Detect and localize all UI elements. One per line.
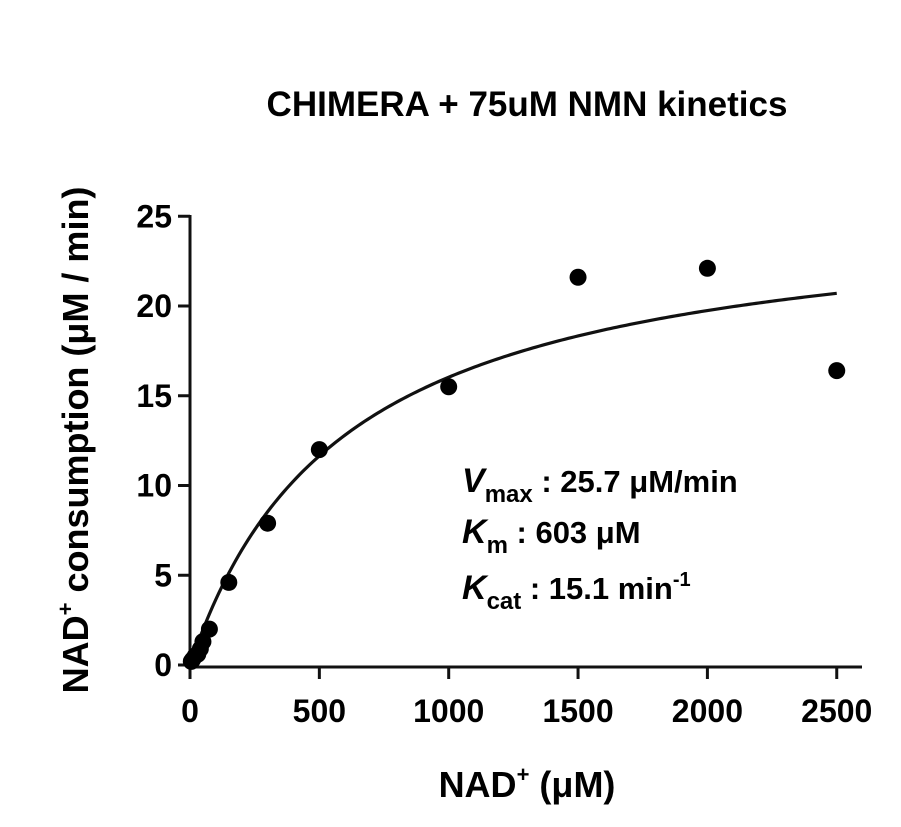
x-axis-label: NAD+ (μM) xyxy=(439,762,616,805)
x-tick-label: 2000 xyxy=(672,693,743,729)
y-axis-label-main: NAD xyxy=(55,615,96,693)
data-point xyxy=(440,378,458,396)
data-point xyxy=(698,259,716,277)
y-axis-label-rest: consumption (μM / min) xyxy=(55,187,96,603)
x-tick-label: 1500 xyxy=(542,693,613,729)
x-axis-label-main: NAD xyxy=(439,764,517,805)
y-tick-label: 5 xyxy=(154,557,172,593)
kcat-subscript: cat xyxy=(487,588,522,615)
km-subscript: m xyxy=(487,532,508,559)
vmax-symbol: V xyxy=(462,462,488,500)
data-point xyxy=(259,514,277,532)
data-point xyxy=(194,633,212,651)
data-points xyxy=(182,259,846,670)
y-tick-label: 20 xyxy=(136,288,172,324)
y-axis-label-sup: + xyxy=(53,603,78,616)
data-point xyxy=(220,573,238,591)
vmax-subscript: max xyxy=(485,481,534,508)
data-point xyxy=(200,620,218,638)
y-tick-label: 25 xyxy=(136,198,172,234)
kcat-annotation: Kcat : 15.1 min-1 xyxy=(462,569,691,615)
x-tick-label: 0 xyxy=(181,693,199,729)
x-axis-label-sup: + xyxy=(517,762,530,787)
axes xyxy=(188,215,862,669)
vmax-annotation: Vmax : 25.7 μM/min xyxy=(462,462,738,508)
kinetic-parameters: Vmax : 25.7 μM/min Km : 603 μM Kcat : 15… xyxy=(462,462,738,615)
x-tick-label: 500 xyxy=(293,693,346,729)
data-point xyxy=(828,362,846,380)
data-point xyxy=(310,441,328,459)
chart-title: CHIMERA + 75uM NMN kinetics xyxy=(267,85,788,124)
kcat-exponent: -1 xyxy=(673,569,691,591)
x-tick-label: 1000 xyxy=(413,693,484,729)
x-axis-label-unit: (μM) xyxy=(529,764,615,805)
data-point xyxy=(569,268,587,286)
kcat-symbol: K xyxy=(462,569,489,607)
y-ticks: 0 5 10 15 20 25 xyxy=(136,198,190,683)
vmax-value: : 25.7 μM/min xyxy=(533,464,738,499)
km-annotation: Km : 603 μM xyxy=(462,513,641,559)
x-tick-label: 2500 xyxy=(801,693,872,729)
km-symbol: K xyxy=(462,513,489,551)
km-value: : 603 μM xyxy=(508,515,641,550)
kcat-value: : 15.1 min xyxy=(521,571,673,606)
y-tick-label: 15 xyxy=(136,378,172,414)
y-tick-label: 0 xyxy=(154,647,172,683)
y-axis-label: NAD+ consumption (μM / min) xyxy=(53,187,96,694)
fit-curve xyxy=(188,291,837,666)
x-ticks: 0 500 1000 1500 2000 2500 xyxy=(181,667,872,729)
y-tick-label: 10 xyxy=(136,468,172,504)
